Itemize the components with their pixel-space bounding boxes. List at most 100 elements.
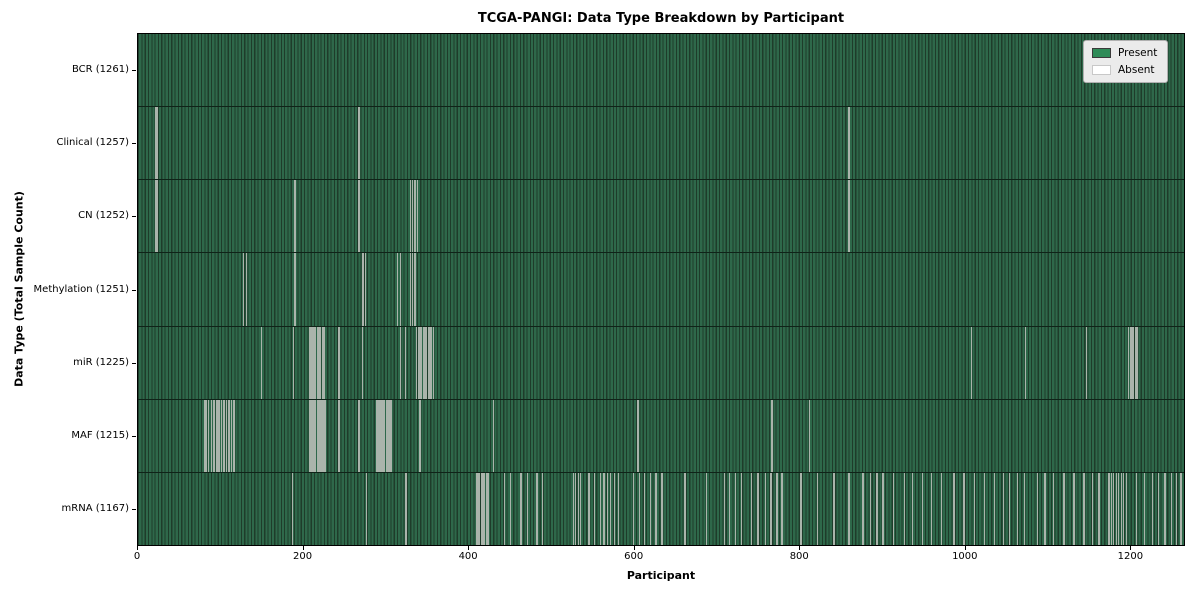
heatmap-row-mir (138, 326, 1184, 400)
absent-stripe (536, 472, 538, 545)
legend-label-absent: Absent (1118, 64, 1155, 76)
y-tick-mark (132, 289, 136, 291)
absent-stripe (218, 399, 220, 472)
absent-stripe (358, 107, 360, 180)
absent-stripe (318, 326, 320, 399)
absent-stripe (705, 472, 708, 545)
heatmap-row-bcr (138, 34, 1184, 108)
absent-stripe (294, 253, 296, 326)
absent-stripe (764, 472, 766, 545)
absent-stripe (313, 326, 315, 399)
absent-stripe (580, 472, 582, 545)
absent-stripe (416, 180, 419, 253)
x-tick-label-400: 400 (458, 551, 478, 562)
absent-stripe (816, 472, 819, 545)
absent-stripe (1108, 472, 1110, 545)
absent-stripe (1133, 326, 1135, 399)
x-tick-mark (964, 546, 966, 550)
absent-stripe (154, 107, 156, 180)
absent-stripe (862, 472, 864, 545)
absent-stripe (1091, 472, 1093, 545)
absent-stripe (808, 399, 810, 472)
y-tick-label-mrna: mRNA (1167) (61, 503, 129, 515)
absent-stripe (1164, 472, 1166, 545)
absent-stripe (509, 472, 512, 545)
present-swatch-icon (1092, 48, 1111, 58)
absent-stripe (419, 399, 421, 472)
absent-stripe (757, 472, 759, 545)
absent-stripe (378, 399, 381, 472)
absent-stripe (412, 180, 414, 253)
x-tick-mark (302, 546, 304, 550)
absent-stripe (781, 472, 783, 545)
y-tick-label-clinical: Clinical (1257) (56, 136, 130, 148)
absent-stripe (1085, 326, 1088, 399)
absent-stripe (409, 180, 411, 253)
absent-stripe (734, 472, 737, 545)
absent-stripe (427, 326, 430, 399)
absent-stripe (404, 326, 406, 399)
absent-stripe (315, 326, 317, 399)
absent-stripe (386, 399, 388, 472)
absent-stripe (487, 472, 489, 545)
absent-stripe (603, 472, 605, 545)
x-tick-mark (633, 546, 635, 550)
absent-stripe (1152, 472, 1154, 545)
absent-stripe (776, 472, 778, 545)
absent-stripe (984, 472, 986, 545)
absent-stripe (1023, 472, 1026, 545)
absent-stripe (1073, 472, 1075, 545)
absent-stripe (577, 472, 579, 545)
absent-stripe (399, 253, 401, 326)
absent-stripe (245, 253, 247, 326)
x-axis-label: Participant (626, 569, 696, 582)
absent-stripe (882, 472, 884, 545)
absent-stripe (572, 472, 574, 545)
plot-area (137, 33, 1185, 546)
heatmap-row-methylation (138, 253, 1184, 327)
absent-stripe (380, 399, 382, 472)
x-tick-label-200: 200 (293, 551, 313, 562)
absent-stripe (1083, 472, 1085, 545)
absent-stripe (414, 253, 416, 326)
absent-stripe (316, 399, 319, 472)
absent-stripe (1098, 472, 1100, 545)
absent-stripe (362, 253, 364, 326)
absent-stripe (661, 472, 663, 545)
absent-stripe (1176, 472, 1178, 545)
legend-label-present: Present (1118, 47, 1158, 59)
absent-stripe (953, 472, 955, 545)
absent-stripe (750, 472, 752, 545)
absent-stripe (618, 472, 620, 545)
absent-stripe (800, 472, 802, 545)
absent-stripe (633, 472, 635, 545)
absent-stripe (220, 399, 223, 472)
chart-title: TCGA-PANGI: Data Type Breakdown by Parti… (477, 11, 845, 26)
absent-stripe (210, 399, 213, 472)
y-tick-mark (132, 509, 136, 511)
absent-stripe (233, 399, 235, 472)
absent-stripe (833, 472, 835, 545)
absent-stripe (204, 399, 206, 472)
absent-stripe (294, 180, 296, 253)
absent-stripe (1123, 472, 1125, 545)
y-tick-label-bcr: BCR (1261) (71, 63, 129, 75)
absent-stripe (876, 472, 878, 545)
absent-stripe (243, 253, 245, 326)
absent-stripe (1044, 472, 1046, 545)
absent-stripe (325, 399, 327, 472)
absent-stripe (1113, 472, 1115, 545)
absent-stripe (613, 472, 616, 545)
absent-stripe (1129, 326, 1132, 399)
absent-stripe (848, 107, 850, 180)
absent-stripe (358, 180, 360, 253)
absent-stripe (225, 399, 228, 472)
absent-stripe (963, 472, 965, 545)
absent-stripe (903, 472, 906, 545)
absent-stripe (974, 472, 976, 545)
y-tick-mark (132, 216, 136, 218)
absent-stripe (230, 399, 233, 472)
y-tick-label-mir: miR (1225) (73, 356, 129, 368)
absent-stripe (1003, 472, 1005, 545)
